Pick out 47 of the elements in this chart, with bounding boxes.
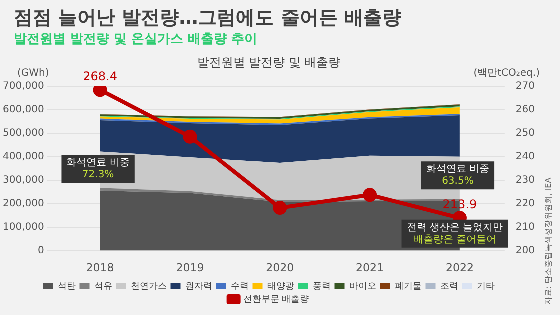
y2-tick-label: 230 <box>516 174 536 186</box>
y2-tick-label: 240 <box>516 151 536 162</box>
y2-tick-label: 210 <box>516 222 536 233</box>
y-tick-label: 100,000 <box>2 222 44 233</box>
legend-label: 폐기물 <box>394 282 422 292</box>
legend-label: 기타 <box>476 282 495 292</box>
y-tick-label: 0 <box>38 245 44 256</box>
annotation: 화석연료 비중 72.3% <box>66 158 130 181</box>
data-label: 268.4 <box>83 69 118 84</box>
y-tick-label: 300,000 <box>2 174 44 186</box>
point <box>183 130 198 144</box>
y-tick-label: 200,000 <box>2 198 44 210</box>
y-tick-label: 400,000 <box>2 151 44 162</box>
data-label: 213.9 <box>442 197 478 212</box>
x-tick-label: 2022 <box>446 261 474 274</box>
text: 발전원별 발전량 및 온실가스 배출량 추이 <box>14 31 258 48</box>
legend-label: 수력 <box>230 282 249 292</box>
point <box>363 188 378 202</box>
y2-tick-label: 250 <box>516 128 536 139</box>
y-tick-label: 600,000 <box>2 104 44 116</box>
annotation: 전력 생산은 늘었지만 배출량은 줄어들어 <box>406 222 504 246</box>
y2-axis-title: (백만tCO₂eq.) <box>474 68 540 79</box>
x-tick-label: 2018 <box>86 261 114 274</box>
x-tick-label: 2019 <box>176 261 204 274</box>
x-tick-label: 2021 <box>356 261 384 274</box>
legend-label: 풍력 <box>312 282 331 292</box>
y-tick-label: 700,000 <box>2 80 44 92</box>
text: 점점 늘어난 발전량…그럼에도 줄어든 배출량 <box>14 6 402 31</box>
legend-label: 석탄 <box>58 282 76 292</box>
y2-tick-label: 220 <box>516 198 536 210</box>
y-tick-label: 500,000 <box>2 128 44 139</box>
legend-label: 원자력 <box>185 282 212 292</box>
point <box>273 201 288 216</box>
legend-label: 바이오 <box>349 282 376 292</box>
legend-label: 태양광 <box>267 282 294 292</box>
y2-tick-label: 200 <box>516 245 536 256</box>
x-tick-label: 2020 <box>266 261 294 274</box>
legend-label: 천연가스 <box>130 282 167 292</box>
text: 자료: 탄소중립녹색성장위원회, IEA <box>543 178 554 305</box>
legend-label: 조력 <box>440 282 458 292</box>
y2-tick-label: 260 <box>516 104 536 116</box>
legend-label: 석유 <box>94 282 112 292</box>
chart-title: 발전원별 발전량 및 배출량 <box>197 55 341 70</box>
y-axis-title: (GWh) <box>17 68 50 79</box>
y2-tick-label: 270 <box>516 80 536 92</box>
annotation: 화석연료 비중 63.5% <box>426 164 490 188</box>
legend-label: 전환부문 배출량 <box>243 294 310 305</box>
